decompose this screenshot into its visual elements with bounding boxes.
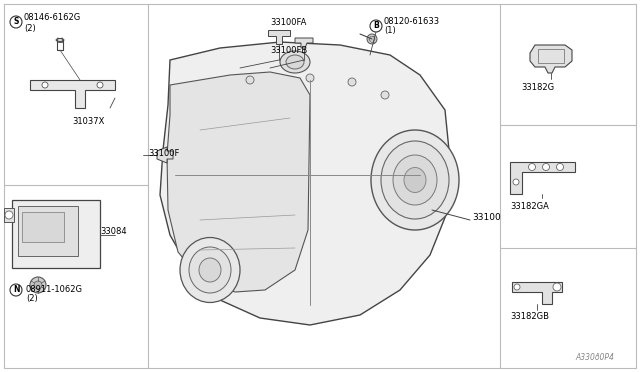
Circle shape bbox=[5, 211, 13, 219]
Bar bbox=[4, 208, 14, 222]
Circle shape bbox=[529, 164, 536, 170]
Text: (1): (1) bbox=[384, 26, 396, 35]
Text: 33100F: 33100F bbox=[148, 149, 179, 158]
Text: 08120-61633: 08120-61633 bbox=[384, 17, 440, 26]
Polygon shape bbox=[268, 30, 290, 44]
Text: 33100FA: 33100FA bbox=[270, 18, 307, 27]
Circle shape bbox=[10, 284, 22, 296]
Ellipse shape bbox=[286, 55, 304, 69]
Ellipse shape bbox=[199, 258, 221, 282]
Text: 08146-6162G: 08146-6162G bbox=[24, 13, 81, 22]
Polygon shape bbox=[157, 147, 173, 163]
Ellipse shape bbox=[280, 51, 310, 73]
Text: 33182G: 33182G bbox=[522, 83, 555, 92]
Text: 33100: 33100 bbox=[472, 214, 500, 222]
Text: 33084: 33084 bbox=[100, 228, 127, 237]
Circle shape bbox=[246, 76, 254, 84]
Circle shape bbox=[306, 74, 314, 82]
Text: B: B bbox=[373, 22, 379, 31]
Circle shape bbox=[30, 277, 46, 293]
Ellipse shape bbox=[189, 247, 231, 293]
Circle shape bbox=[42, 82, 48, 88]
Bar bbox=[18, 206, 78, 256]
Circle shape bbox=[348, 78, 356, 86]
Circle shape bbox=[370, 20, 382, 32]
Polygon shape bbox=[167, 72, 310, 292]
Polygon shape bbox=[295, 38, 313, 48]
Text: 33182GB: 33182GB bbox=[511, 312, 550, 321]
Text: N: N bbox=[13, 285, 19, 295]
Bar bbox=[538, 49, 564, 63]
Ellipse shape bbox=[57, 38, 63, 42]
Circle shape bbox=[543, 164, 550, 170]
Circle shape bbox=[381, 91, 389, 99]
Circle shape bbox=[367, 34, 377, 44]
Circle shape bbox=[553, 283, 561, 291]
Circle shape bbox=[514, 284, 520, 290]
Text: (2): (2) bbox=[24, 23, 36, 32]
Polygon shape bbox=[512, 282, 562, 304]
Polygon shape bbox=[510, 162, 575, 194]
Ellipse shape bbox=[393, 155, 437, 205]
Text: S: S bbox=[13, 17, 19, 26]
Text: 31037X: 31037X bbox=[72, 118, 104, 126]
Text: A330ð0P4: A330ð0P4 bbox=[575, 353, 614, 362]
Ellipse shape bbox=[180, 237, 240, 302]
Ellipse shape bbox=[371, 130, 459, 230]
Text: 33100FB: 33100FB bbox=[270, 46, 307, 55]
Circle shape bbox=[10, 16, 22, 28]
Ellipse shape bbox=[381, 141, 449, 219]
Text: 33182GA: 33182GA bbox=[511, 202, 549, 211]
Circle shape bbox=[513, 179, 519, 185]
Polygon shape bbox=[30, 80, 115, 108]
Ellipse shape bbox=[404, 167, 426, 192]
Circle shape bbox=[557, 164, 563, 170]
Polygon shape bbox=[530, 45, 572, 73]
Circle shape bbox=[34, 281, 42, 289]
Bar bbox=[22, 212, 64, 242]
Text: (2): (2) bbox=[26, 294, 38, 302]
Polygon shape bbox=[160, 42, 450, 325]
Bar bbox=[12, 200, 100, 268]
Text: 08911-1062G: 08911-1062G bbox=[26, 285, 83, 295]
Circle shape bbox=[97, 82, 103, 88]
